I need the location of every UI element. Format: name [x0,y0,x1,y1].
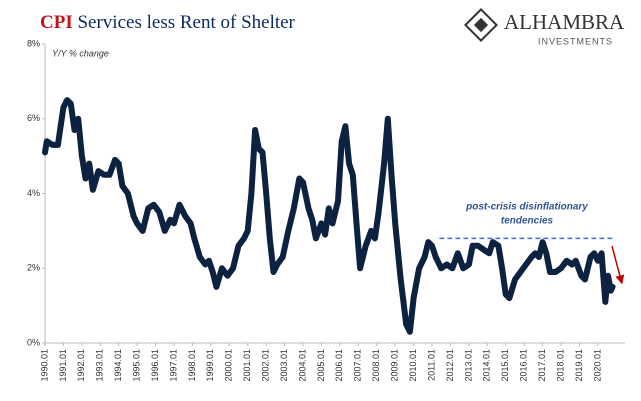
chart-title: CPI Services less Rent of Shelter [40,12,296,33]
logo-diamond [464,8,498,42]
x-tick-label: 2000.01 [224,349,234,382]
y-tick-label: 4% [27,188,40,198]
x-tick-label: 2018.01 [555,349,565,382]
x-tick-label: 1996.01 [150,349,160,382]
x-tick-label: 2015.01 [500,349,510,382]
x-tick-label: 1999.01 [205,349,215,382]
x-tick-label: 2004.01 [297,349,307,382]
x-tick-label: 2007.01 [353,349,363,382]
x-tick-label: 2008.01 [371,349,381,382]
x-tick-label: 1993.01 [95,349,105,382]
x-tick-label: 1992.01 [76,349,86,382]
logo-name: ALHAMBRA [504,10,625,34]
logo-subtitle: INVESTMENTS [538,36,613,46]
x-tick-label: 2011.01 [426,349,436,381]
x-tick-label: 2001.01 [242,349,252,382]
x-tick-label: 2013.01 [463,349,473,382]
logo-inner [473,17,489,33]
x-tick-label: 2016.01 [519,349,529,382]
y-tick-label: 6% [27,113,40,123]
annotation: post-crisis disinflationary [465,202,588,213]
x-tick-label: 1991.01 [58,349,68,382]
x-tick-label: 2003.01 [279,349,289,382]
x-tick-label: 2009.01 [390,349,400,382]
x-tick-label: 2017.01 [537,349,547,382]
y-tick-label: 8% [27,38,40,48]
x-tick-label: 1990.01 [39,349,49,382]
y-axis-label: Y/Y % change [52,48,109,58]
x-tick-label: 2019.01 [574,349,584,382]
y-tick-label: 2% [27,263,40,273]
x-tick-label: 2020.01 [592,349,602,382]
x-tick-label: 2002.01 [261,349,271,382]
x-tick-label: 1994.01 [113,349,123,382]
arrow [611,245,625,285]
logo: ALHAMBRA INVESTMENTS [464,8,625,46]
x-tick-label: 2006.01 [334,349,344,382]
x-tick-label: 1995.01 [132,349,142,382]
title-text: Services less Rent of Shelter [77,12,295,33]
x-tick-label: 2005.01 [316,349,326,382]
data-line [42,97,616,335]
x-tick-label: 2010.01 [408,349,418,382]
x-tick-label: 2014.01 [482,349,492,382]
annotation: tendencies [501,216,554,227]
x-tick-label: 2012.01 [445,349,455,382]
x-tick-label: 1998.01 [187,349,197,382]
y-tick-label: 0% [27,337,40,347]
x-tick-label: 1997.01 [168,349,178,382]
title-highlight: CPI [40,12,73,33]
